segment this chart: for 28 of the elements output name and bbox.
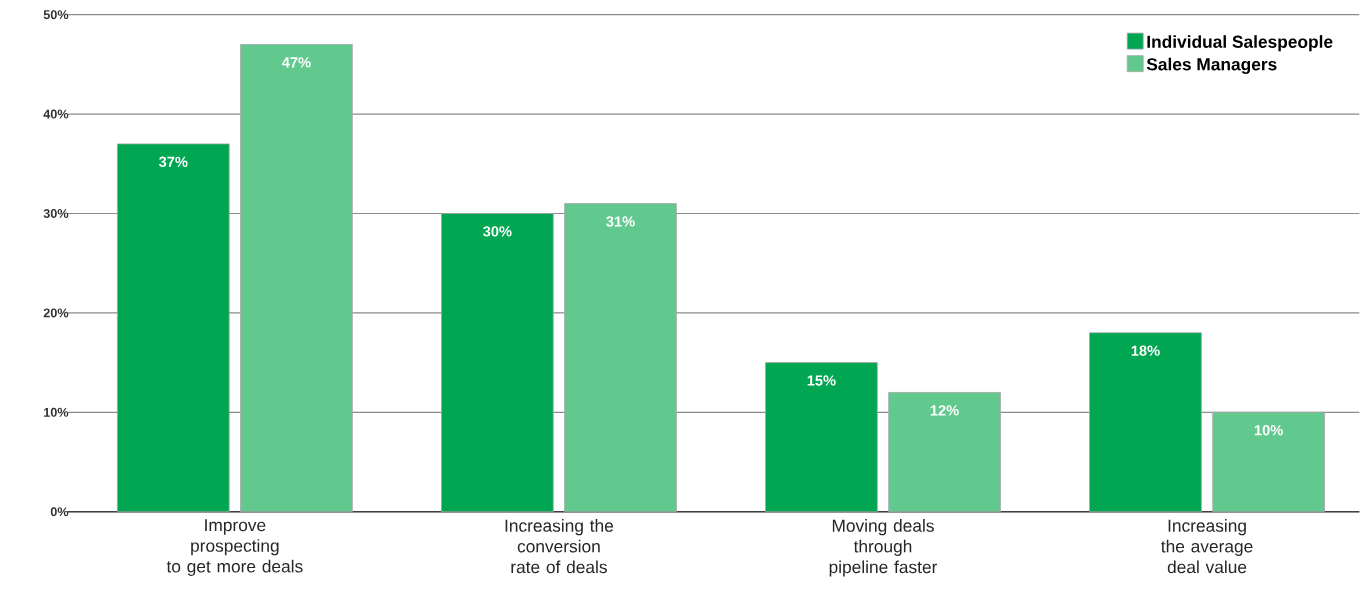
bar [888, 392, 1001, 513]
x-tick-label: Increasing the conversion rate of deals [505, 519, 614, 574]
x-tick-label: Improve prospecting to get more deals [166, 519, 303, 577]
data-label: 31% [606, 216, 635, 227]
bar [765, 362, 878, 513]
y-tick-label: 0% [50, 507, 69, 517]
bar [564, 203, 677, 513]
data-label: 18% [1131, 345, 1160, 357]
x-tick-label: Increasing the average deal value [1161, 519, 1253, 574]
bar [1089, 332, 1202, 513]
y-tick-label: 50% [43, 10, 69, 20]
y-tick-label: 40% [43, 109, 69, 119]
data-label: 37% [158, 156, 188, 168]
data-label: 15% [807, 375, 836, 386]
data-label: 12% [930, 405, 959, 416]
bar [441, 213, 554, 513]
bar [1212, 412, 1325, 513]
data-label: 30% [483, 226, 512, 237]
bar [116, 143, 230, 513]
data-label: 10% [1254, 425, 1283, 436]
y-tick-label: 30% [43, 209, 69, 219]
legend-label: Sales Managers [1146, 57, 1277, 75]
legend-label: Individual Salespeople [1147, 35, 1333, 52]
data-label: 47% [281, 57, 311, 68]
y-tick-label: 20% [43, 308, 69, 318]
bar [240, 44, 353, 513]
y-tick-label: 10% [44, 407, 69, 417]
x-tick-label: Moving deals through pipeline faster [829, 519, 938, 577]
